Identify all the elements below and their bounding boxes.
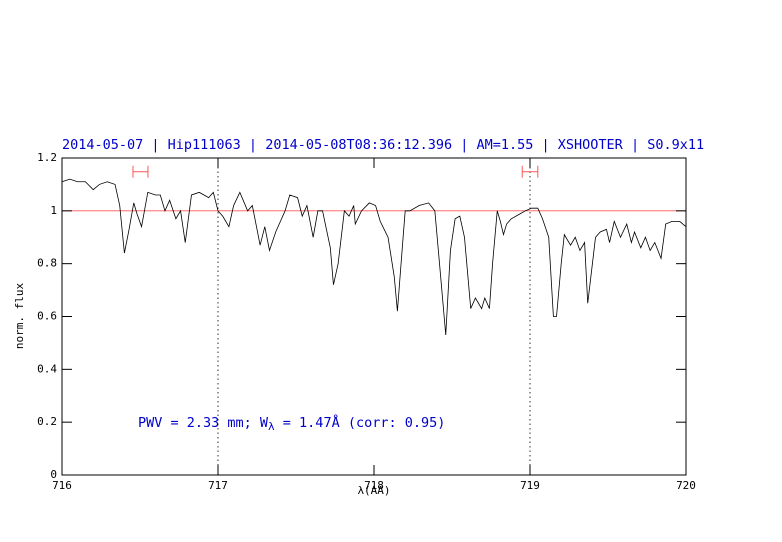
annotation-subscript: λ [268, 420, 275, 433]
chart-title: 2014-05-07 | Hip111063 | 2014-05-08T08:3… [62, 137, 704, 153]
y-tick-label: 1 [50, 204, 57, 217]
range-marker [521, 165, 539, 178]
x-tick-label: 716 [52, 479, 72, 492]
x-tick-label: 719 [520, 479, 540, 492]
x-axis-label: λ(AA) [357, 484, 390, 497]
annotation-text: = 1.47Å (corr: 0.95) [275, 414, 446, 431]
y-axis-label: norm. flux [13, 283, 26, 350]
y-tick-label: 1.2 [37, 151, 57, 164]
spectrum-line [61, 178, 687, 336]
y-tick-label: 0.8 [37, 257, 57, 270]
annotation: PWV = 2.33 mm; Wλ = 1.47Å (corr: 0.95) [138, 414, 445, 433]
y-tick-label: 0.4 [37, 362, 57, 375]
x-tick-label: 717 [208, 479, 228, 492]
y-tick-label: 0.6 [37, 310, 57, 323]
range-marker [132, 165, 149, 178]
y-tick-label: 0 [50, 468, 57, 481]
x-tick-label: 720 [676, 479, 696, 492]
annotation-text: PWV = 2.33 mm; W [138, 415, 269, 431]
y-tick-label: 0.2 [37, 415, 57, 428]
x-tick-label: 718 [364, 479, 384, 492]
